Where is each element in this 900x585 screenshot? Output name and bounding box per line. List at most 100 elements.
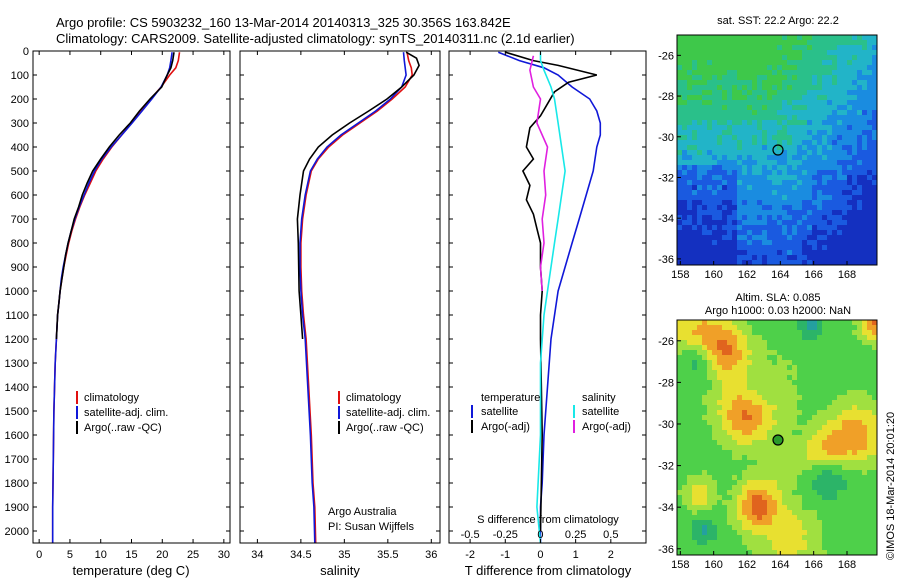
heat-cell (722, 130, 727, 135)
heat-cell (787, 420, 792, 425)
heat-cell (742, 150, 747, 155)
heat-cell (742, 85, 747, 90)
heat-cell (782, 395, 787, 400)
heat-cell (762, 35, 767, 40)
heat-cell (872, 185, 877, 190)
heat-cell (697, 115, 702, 120)
heat-cell (727, 65, 732, 70)
heat-cell (817, 545, 822, 550)
heat-cell (692, 450, 697, 455)
heat-cell (742, 125, 747, 130)
heat-cell (757, 120, 762, 125)
heat-cell (687, 535, 692, 540)
heat-cell (862, 530, 867, 535)
heat-cell (787, 360, 792, 365)
heat-cell (742, 330, 747, 335)
heat-cell (837, 460, 842, 465)
heat-cell (847, 445, 852, 450)
heat-cell (722, 410, 727, 415)
heat-cell (712, 540, 717, 545)
heat-cell (727, 115, 732, 120)
heat-cell (807, 80, 812, 85)
heat-cell (762, 500, 767, 505)
heat-cell (832, 225, 837, 230)
heat-cell (772, 145, 777, 150)
heat-cell (792, 365, 797, 370)
heat-cell (702, 445, 707, 450)
heat-cell (712, 410, 717, 415)
heat-cell (717, 240, 722, 245)
heat-cell (767, 60, 772, 65)
heat-cell (682, 35, 687, 40)
heat-cell (687, 130, 692, 135)
heat-cell (692, 210, 697, 215)
heat-cell (757, 425, 762, 430)
heat-cell (802, 330, 807, 335)
heat-cell (797, 150, 802, 155)
heat-cell (682, 360, 687, 365)
heat-cell (692, 440, 697, 445)
heat-cell (812, 410, 817, 415)
depth-ytick-label: 1300 (5, 358, 29, 370)
heat-cell (827, 245, 832, 250)
heat-cell (732, 530, 737, 535)
heat-cell (737, 545, 742, 550)
heat-cell (817, 365, 822, 370)
heat-cell (777, 180, 782, 185)
heat-cell (807, 215, 812, 220)
heat-cell (777, 340, 782, 345)
heat-cell (742, 495, 747, 500)
heat-cell (837, 45, 842, 50)
heat-cell (762, 55, 767, 60)
heat-cell (792, 90, 797, 95)
heat-cell (757, 65, 762, 70)
heat-cell (752, 65, 757, 70)
heat-cell (872, 485, 877, 490)
heat-cell (802, 135, 807, 140)
heat-cell (797, 455, 802, 460)
heat-cell (872, 435, 877, 440)
heat-cell (692, 385, 697, 390)
heat-cell (867, 540, 872, 545)
heat-cell (702, 360, 707, 365)
heat-cell (677, 135, 682, 140)
heat-cell (772, 235, 777, 240)
heat-cell (712, 495, 717, 500)
heat-cell (777, 195, 782, 200)
heat-cell (712, 335, 717, 340)
heat-cell (797, 220, 802, 225)
heat-cell (822, 445, 827, 450)
heat-cell (747, 405, 752, 410)
heat-cell (717, 75, 722, 80)
heat-cell (832, 80, 837, 85)
heat-cell (792, 430, 797, 435)
heat-cell (782, 515, 787, 520)
heat-cell (827, 355, 832, 360)
heat-cell (742, 530, 747, 535)
heat-cell (762, 505, 767, 510)
heat-cell (697, 155, 702, 160)
heat-cell (867, 160, 872, 165)
heat-cell (697, 505, 702, 510)
heat-cell (737, 195, 742, 200)
heat-cell (807, 420, 812, 425)
heat-cell (767, 195, 772, 200)
heat-cell (857, 390, 862, 395)
heat-cell (817, 145, 822, 150)
heat-cell (832, 210, 837, 215)
heat-cell (822, 155, 827, 160)
heat-cell (712, 255, 717, 260)
heat-cell (872, 400, 877, 405)
heat-cell (807, 365, 812, 370)
heat-cell (822, 330, 827, 335)
heat-cell (682, 235, 687, 240)
heat-cell (697, 455, 702, 460)
heat-cell (792, 180, 797, 185)
heat-cell (857, 400, 862, 405)
heat-cell (727, 165, 732, 170)
heat-cell (692, 375, 697, 380)
heat-cell (777, 425, 782, 430)
heat-cell (687, 425, 692, 430)
heat-cell (852, 215, 857, 220)
heat-cell (792, 455, 797, 460)
